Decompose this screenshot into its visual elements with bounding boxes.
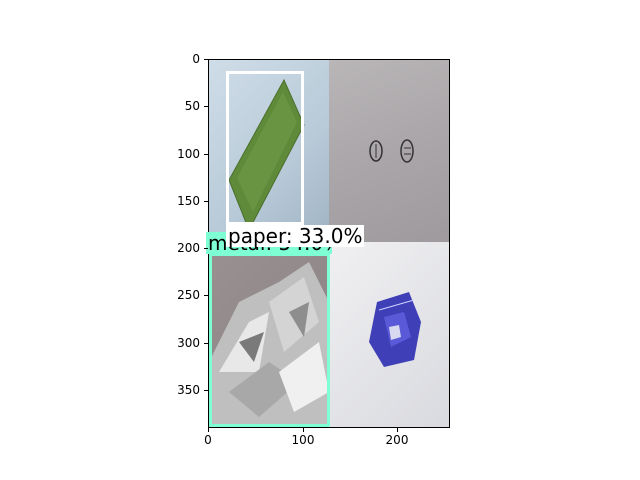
- tile-foil: [209, 242, 329, 427]
- x-tick-label: 0: [204, 433, 212, 447]
- green-paper-strip-image: [228, 78, 305, 232]
- x-tick-mark: [303, 428, 304, 432]
- blue-wrapper-image: [369, 292, 421, 367]
- metal-detection-box: [209, 253, 330, 427]
- y-tick-mark: [204, 200, 208, 202]
- tile-blue-wrapper: [329, 242, 449, 427]
- y-tick-label: 150: [177, 193, 200, 208]
- y-tick-mark: [204, 106, 208, 108]
- x-tick-label: 200: [385, 433, 409, 447]
- x-tick-label: 100: [291, 433, 315, 447]
- y-tick-label: 350: [177, 382, 200, 397]
- y-tick-mark: [204, 248, 208, 249]
- tile-cardboard: [329, 60, 449, 242]
- y-tick-label: 250: [177, 288, 200, 303]
- aluminum-foil-image: [209, 262, 329, 427]
- y-tick-mark: [204, 153, 208, 155]
- paper-detection-label: paper: 33.0%: [226, 224, 365, 248]
- y-tick-label: 300: [177, 335, 200, 350]
- tile-green-paper: [209, 60, 329, 242]
- x-tick-mark: [397, 428, 398, 432]
- cardboard-stamps-image: [369, 139, 414, 163]
- y-tick-mark: [204, 389, 208, 391]
- y-tick-mark: [204, 59, 208, 60]
- y-tick-mark: [204, 342, 208, 344]
- y-tick-label: 50: [184, 99, 200, 114]
- paper-detection-box: [226, 71, 304, 225]
- y-tick-mark: [204, 295, 208, 297]
- y-tick-label: 0: [192, 52, 200, 66]
- y-tick-label: 100: [177, 146, 200, 161]
- y-tick-label: 200: [177, 241, 200, 255]
- x-tick-mark: [208, 428, 209, 432]
